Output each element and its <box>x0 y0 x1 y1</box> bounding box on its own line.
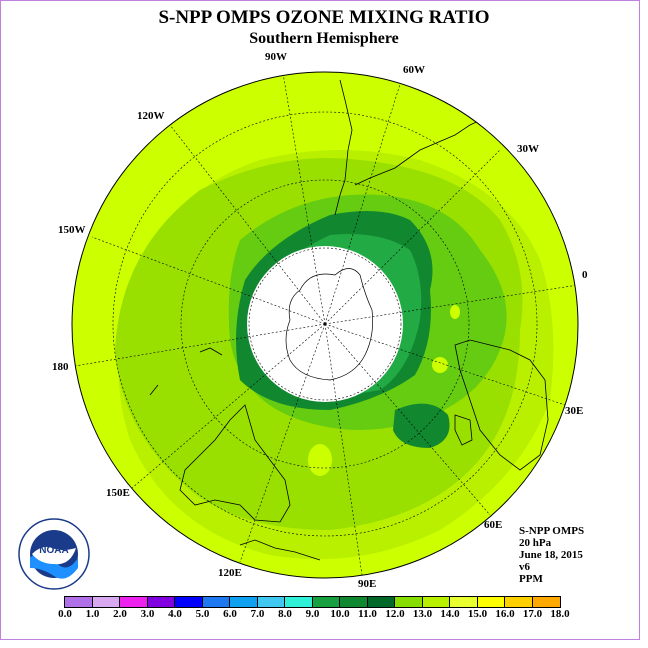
lon-label-90e: 90E <box>358 578 376 590</box>
noaa-logo-text: NOAA <box>39 545 68 556</box>
new-zealand-coastline <box>149 347 223 396</box>
lon-label-120w: 120W <box>137 110 165 122</box>
lon-label-150w: 150W <box>58 224 86 236</box>
map-boundary <box>71 71 579 579</box>
africa-coastline <box>454 339 549 471</box>
antarctica-coastline <box>285 268 374 381</box>
product-info: S-NPP OMPS 20 hPa June 18, 2015 v6 PPM <box>519 525 584 585</box>
colorbar-segment <box>147 597 175 607</box>
lon-label-120e: 120E <box>218 567 242 579</box>
ozone-high-pocket <box>450 305 460 319</box>
colorbar-segment <box>202 597 230 607</box>
colorbar-segment <box>312 597 340 607</box>
map-title: S-NPP OMPS OZONE MIXING RATIO <box>158 7 490 28</box>
colorbar <box>64 596 561 608</box>
map-subtitle: Southern Hemisphere <box>249 30 399 47</box>
info-version: v6 <box>519 561 530 573</box>
colorbar-segment <box>450 597 478 607</box>
colorbar-tick-label: 11.0 <box>358 608 377 620</box>
australia-coastline <box>179 404 291 523</box>
info-date: June 18, 2015 <box>519 549 583 561</box>
colorbar-segment <box>505 597 533 607</box>
colorbar-segment <box>230 597 258 607</box>
lon-label-90w: 90W <box>265 51 287 63</box>
colorbar-segment <box>395 597 423 607</box>
colorbar-tick-label: 14.0 <box>440 608 460 620</box>
colorbar-tick-label: 6.0 <box>223 608 237 620</box>
colorbar-tick-label: 18.0 <box>550 608 570 620</box>
colorbar-segment <box>285 597 313 607</box>
latitude-circle <box>112 111 538 537</box>
info-level: 20 hPa <box>519 537 552 549</box>
info-product: S-NPP OMPS <box>519 525 585 537</box>
colorbar-segment <box>340 597 368 607</box>
colorbar-tick-label: 16.0 <box>495 608 515 620</box>
colorbar-tick-label: 4.0 <box>168 608 182 620</box>
lon-label-150e: 150E <box>106 487 130 499</box>
colorbar-tick-label: 10.0 <box>330 608 350 620</box>
colorbar-tick-label: 0.0 <box>58 608 72 620</box>
madagascar-coastline <box>454 414 473 446</box>
lon-label-60e: 60E <box>484 519 502 531</box>
south-america-coastline <box>334 79 486 216</box>
colorbar-tick-label: 5.0 <box>195 608 210 620</box>
colorbar-tick-label: 3.0 <box>140 608 155 620</box>
colorbar-tick-label: 7.0 <box>250 608 265 620</box>
image-frame <box>0 0 640 640</box>
colorbar-tick-label: 17.0 <box>522 608 543 620</box>
colorbar-tick-label: 9.0 <box>305 608 320 620</box>
colorbar-segment <box>367 597 395 607</box>
meridian-lines <box>74 72 578 576</box>
colorbar-segment <box>477 597 505 607</box>
ozone-contour-9 <box>393 403 450 448</box>
info-units: PPM <box>519 573 543 585</box>
colorbar-segment <box>257 597 285 607</box>
colorbar-segment <box>532 597 560 607</box>
colorbar-segment <box>120 597 148 607</box>
colorbar-tick-label: 12.0 <box>385 608 405 620</box>
colorbar-segment <box>92 597 120 607</box>
colorbar-tick-labels: 0.0 1.0 2.0 3.0 4.0 5.0 6.0 7.0 8.0 9.0 10.0 11.0 12… <box>54 608 594 622</box>
ozone-high-pocket <box>308 444 332 476</box>
lon-label-30w: 30W <box>517 143 539 155</box>
latitude-circle <box>248 247 402 401</box>
colorbar-tick-label: 15.0 <box>467 608 488 620</box>
colorbar-segment <box>175 597 203 607</box>
colorbar-tick-label: 13.0 <box>412 608 433 620</box>
lon-label-180: 180 <box>52 361 69 373</box>
lon-label-30e: 30E <box>565 405 583 417</box>
colorbar-tick-label: 1.0 <box>85 608 100 620</box>
colorbar-segment <box>422 597 450 607</box>
colorbar-tick-label: 2.0 <box>113 608 127 620</box>
latitude-circle <box>180 179 470 469</box>
noaa-logo-icon: NOAA <box>18 518 90 590</box>
ozone-high-pocket <box>432 357 448 373</box>
lon-label-60w: 60W <box>403 64 425 76</box>
colorbar-segment <box>65 597 93 607</box>
lon-label-0: 0 <box>582 269 588 281</box>
colorbar-tick-label: 8.0 <box>278 608 292 620</box>
